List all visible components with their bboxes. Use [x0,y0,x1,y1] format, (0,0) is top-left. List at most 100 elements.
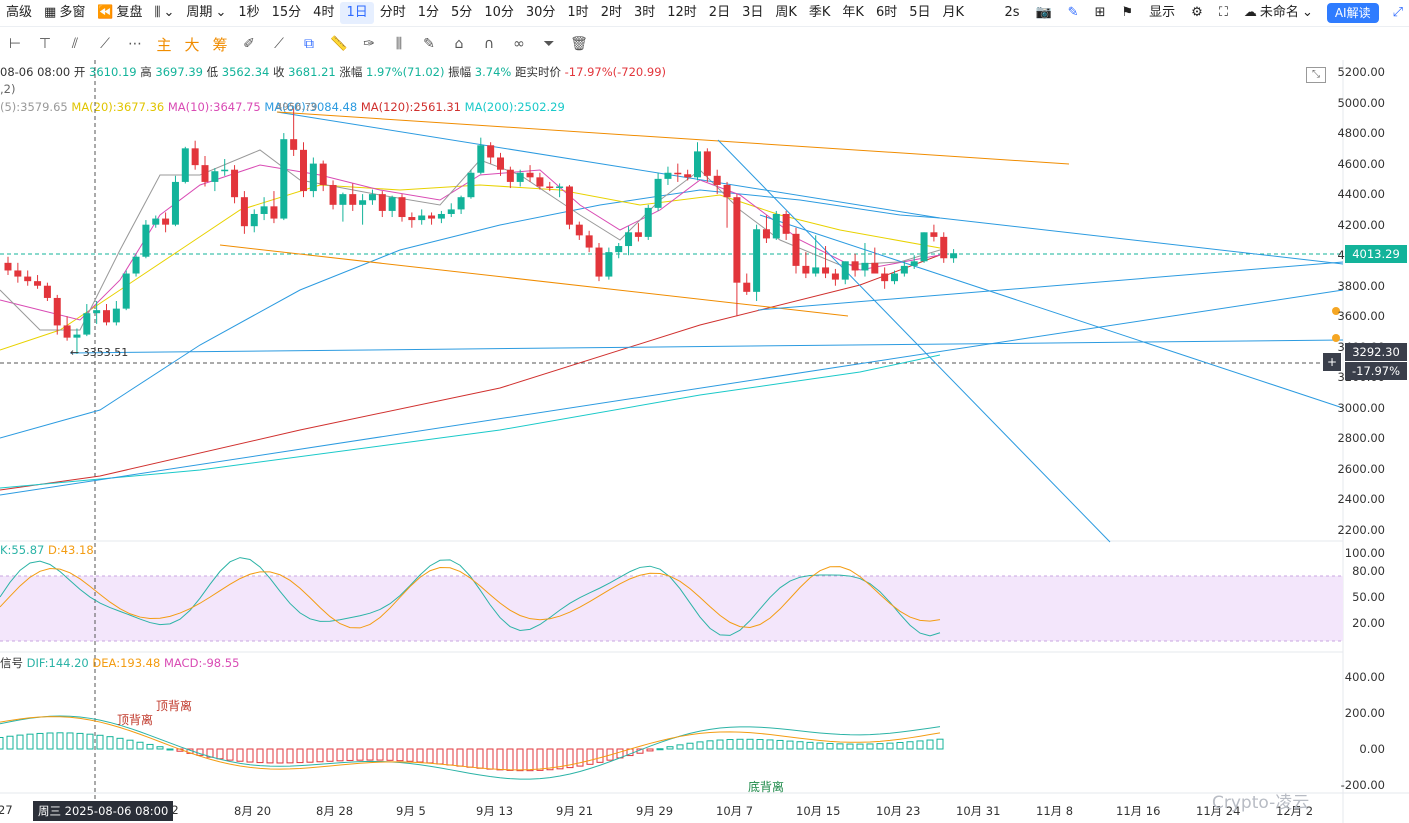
low-value: 3562.34 [221,65,270,79]
candle-body [388,197,396,211]
period-5分[interactable]: 5分 [451,5,473,20]
major-indicator-button[interactable]: 大 [184,35,200,54]
top-toolbar: 高级 ▦ 多窗 ⏪ 复盘 ⫼ ⌄ 周期 ⌄ 1秒 15分 4时 1日 分时 1分 5分 10分 30分 1… [0,0,1409,27]
magnet-icon[interactable]: ∩ [483,36,495,52]
low-mark-value: 3353.51 [82,346,129,359]
refresh-rate[interactable]: 2s [1004,5,1020,20]
period-4时[interactable]: 4时 [313,5,335,20]
period-1时[interactable]: 1时 [567,5,589,20]
ma120-line [0,254,941,491]
candle-body [723,184,731,198]
ma10-line [0,164,941,321]
candle-body [625,232,633,247]
top-right-controls: 2s 📷 ✎ ⊞ ⚑ 显示 ⚙ ⛶ ☁ 未命名 ⌄ AI解读 ⤢ [998,0,1409,26]
period-1分[interactable]: 1分 [417,5,440,20]
draw-icon[interactable]: ✎ [1067,5,1079,20]
edit-icon[interactable]: ✐ [243,36,255,52]
ma10-value: MA(10):3647.75 [167,100,261,114]
add-window-icon[interactable]: ⊞ [1094,5,1106,20]
pen-icon[interactable]: ✑ [363,36,375,52]
candle-body [615,246,623,253]
low-mark-label: ← 3353.51 [70,346,129,359]
filter-icon[interactable]: ⏷ [543,36,555,52]
period-3时[interactable]: 3时 [633,5,656,20]
period-5日[interactable]: 5日 [909,5,931,20]
add-alert-icon[interactable]: + [1323,353,1341,371]
parallel-lines-icon[interactable]: ⫽ [71,36,79,52]
candle-body [565,186,573,225]
cross-pct-tag: -17.97% [1345,362,1407,380]
period-10分[interactable]: 10分 [484,5,514,20]
ai-analysis-button[interactable]: AI解读 [1326,3,1379,23]
multi-window-button[interactable]: ▦ 多窗 [38,2,91,24]
lock-icon[interactable]: ⌂ [454,36,464,52]
period-1日[interactable]: 1日 [340,2,374,24]
price-tick: 3000.00 [1337,400,1385,415]
candle-body [447,209,455,214]
horizontal-line-icon[interactable]: ⊤ [38,36,52,52]
trend-line-icon[interactable]: ⟋ [100,36,110,52]
macd-bar [156,746,164,750]
period-2日[interactable]: 2日 [708,5,731,20]
period-12时[interactable]: 12时 [667,5,697,20]
macd-bar [166,748,174,751]
macd-bar [476,748,484,769]
period-月K[interactable]: 月K [942,5,965,20]
flag-icon[interactable]: ⚑ [1121,5,1134,20]
macd-bar [586,748,594,765]
layout-menu[interactable]: ☁ 未命名 ⌄ [1238,2,1319,24]
cursor-icon[interactable]: ⊢ [8,36,22,52]
macd-bar [876,743,884,750]
candlestick-icon: ⫼ [154,5,161,20]
note-icon[interactable]: ✎ [423,36,435,52]
candle-body [300,149,307,192]
candle-body [556,186,564,189]
ma120-value: MA(120):2561.31 [360,100,461,114]
macd-bar [906,741,914,750]
trend-line [69,339,1344,354]
main-indicator-button[interactable]: 主 [156,35,172,54]
date-tick: 12月 2 [1276,804,1314,818]
period-季K[interactable]: 季K [808,5,831,20]
period-6时[interactable]: 6时 [875,5,898,20]
candle-body [467,172,475,198]
chart-type-button[interactable]: ⫼ ⌄ [149,2,181,24]
macd-bar [686,742,694,750]
period-分时[interactable]: 分时 [379,5,406,20]
period-1秒[interactable]: 1秒 [238,5,260,20]
more-icon[interactable]: ⋯ [128,36,142,52]
draw-line-icon[interactable]: ⟋ [274,36,284,52]
trash-icon[interactable]: 🗑 [570,36,588,52]
ma200-value: MA(200):2502.29 [464,100,565,114]
period-menu[interactable]: 周期 ⌄ [180,2,232,24]
expand-icon[interactable]: ⤢ [1392,5,1403,20]
macd-bar [296,748,304,764]
period-年K[interactable]: 年K [842,5,864,20]
period-15分[interactable]: 15分 [271,5,302,20]
camera-icon[interactable]: 📷 [1035,5,1052,20]
macd-bar [726,739,734,750]
candle-body [408,217,416,221]
period-周K[interactable]: 周K [775,5,797,20]
display-menu[interactable]: 显示 [1143,2,1181,24]
chips-indicator-button[interactable]: 筹 [212,35,228,54]
macd-bar [386,748,394,761]
period-2时[interactable]: 2时 [600,5,622,20]
replay-button[interactable]: ⏪ 复盘 [91,2,148,24]
macd-bar [406,748,414,762]
ruler-icon[interactable]: 📏 [330,36,348,52]
copy-icon[interactable]: ⧉ [304,36,314,52]
settings-icon[interactable]: ⚙ [1191,5,1203,20]
advanced-menu[interactable]: 高级 [0,2,38,24]
amp-value: 3.74% [474,65,512,79]
bottom-divergence-label: 底背离 [748,780,785,794]
period-30分[interactable]: 30分 [525,5,556,20]
collapse-icon[interactable]: ⤡ [1306,67,1326,83]
candle-body [782,213,790,234]
macd-tick: -200.00 [1340,778,1385,792]
link-icon[interactable]: ∞ [513,36,525,52]
fullscreen-icon[interactable]: ⛶ [1218,5,1228,20]
candle-toggle-icon[interactable]: ⫼ [395,36,403,52]
macd-bar [106,736,114,750]
period-3日[interactable]: 3日 [742,5,764,20]
